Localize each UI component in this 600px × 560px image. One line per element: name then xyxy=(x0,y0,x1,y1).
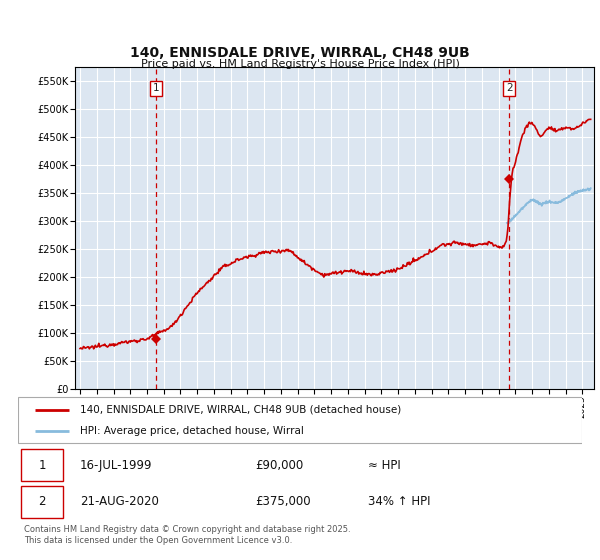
Text: 140, ENNISDALE DRIVE, WIRRAL, CH48 9UB: 140, ENNISDALE DRIVE, WIRRAL, CH48 9UB xyxy=(130,46,470,60)
FancyBboxPatch shape xyxy=(18,397,582,443)
FancyBboxPatch shape xyxy=(21,450,63,482)
Text: Contains HM Land Registry data © Crown copyright and database right 2025.
This d: Contains HM Land Registry data © Crown c… xyxy=(23,525,350,545)
Text: ≈ HPI: ≈ HPI xyxy=(368,459,400,472)
Text: 1: 1 xyxy=(38,459,46,472)
FancyBboxPatch shape xyxy=(21,486,63,518)
Text: 140, ENNISDALE DRIVE, WIRRAL, CH48 9UB (detached house): 140, ENNISDALE DRIVE, WIRRAL, CH48 9UB (… xyxy=(80,405,401,415)
Text: HPI: Average price, detached house, Wirral: HPI: Average price, detached house, Wirr… xyxy=(80,426,304,436)
Text: 2: 2 xyxy=(38,496,46,508)
Text: 2: 2 xyxy=(506,83,512,93)
Text: 21-AUG-2020: 21-AUG-2020 xyxy=(80,496,159,508)
Text: 34% ↑ HPI: 34% ↑ HPI xyxy=(368,496,430,508)
Text: Price paid vs. HM Land Registry's House Price Index (HPI): Price paid vs. HM Land Registry's House … xyxy=(140,59,460,69)
Text: 16-JUL-1999: 16-JUL-1999 xyxy=(80,459,152,472)
Text: £90,000: £90,000 xyxy=(255,459,303,472)
Text: 1: 1 xyxy=(153,83,160,93)
Text: £375,000: £375,000 xyxy=(255,496,311,508)
